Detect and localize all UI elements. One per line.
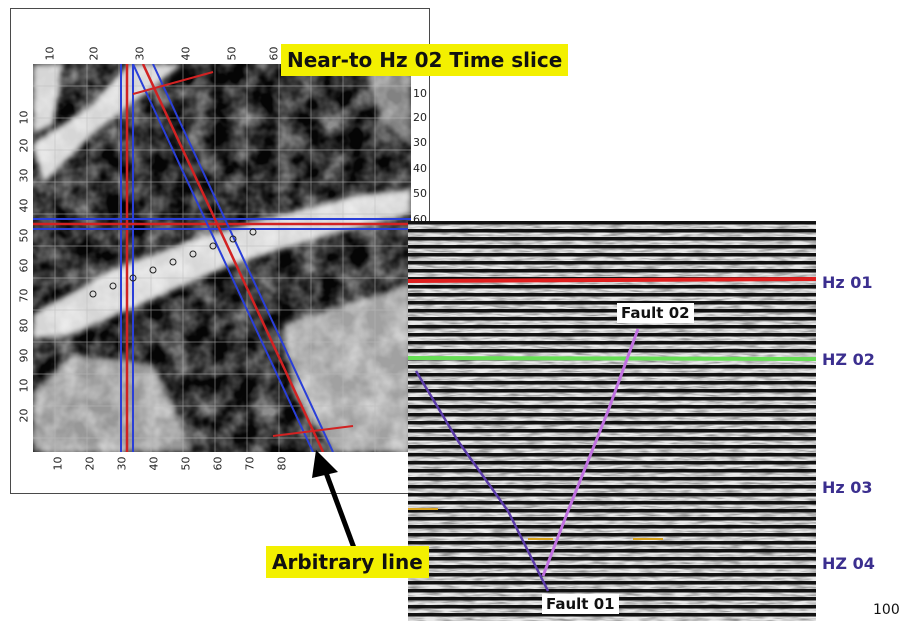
- right-tick: 20: [413, 111, 427, 124]
- fault-02-label: Fault 02: [617, 303, 694, 323]
- top-tick: 50: [225, 46, 239, 61]
- left-tick: 30: [17, 168, 31, 183]
- fault-01-line: [414, 370, 550, 592]
- top-tick: 60: [267, 46, 281, 61]
- left-tick: 50: [17, 228, 31, 243]
- left-tick: 90: [17, 348, 31, 363]
- bottom-tick: 80: [275, 456, 289, 471]
- top-tick: 10: [43, 46, 57, 61]
- bottom-tick: 30: [115, 456, 129, 471]
- fault-02-line: [541, 328, 640, 577]
- left-tick: 40: [17, 198, 31, 213]
- right-tick: 30: [413, 136, 427, 149]
- seismic-svg: [408, 221, 816, 621]
- time-slice-map: 10 20 30 40 50 60: [10, 8, 430, 494]
- left-tick: 60: [17, 258, 31, 273]
- left-tick: 20: [17, 408, 31, 423]
- trace-markers: [89, 228, 257, 298]
- bottom-tick: 20: [83, 456, 97, 471]
- hz04-label: HZ 04: [822, 554, 875, 573]
- left-tick: 80: [17, 318, 31, 333]
- section-bottom-value: 100: [873, 602, 900, 618]
- horizon-hz02-line: [408, 356, 816, 361]
- time-slice-title: Near-to Hz 02 Time slice: [281, 44, 569, 76]
- arbitrary-line-label: Arbitrary line: [266, 546, 429, 578]
- yellow-markers: [408, 508, 663, 540]
- right-tick: 50: [413, 187, 427, 200]
- bottom-tick: 40: [147, 456, 161, 471]
- hz03-label: Hz 03: [822, 478, 873, 497]
- grid-lines: [33, 64, 411, 452]
- fault-01-label: Fault 01: [542, 594, 619, 614]
- time-slice-svg: [33, 64, 411, 452]
- time-slice-image: [33, 64, 411, 452]
- left-tick: 70: [17, 288, 31, 303]
- right-tick: 10: [413, 87, 427, 100]
- horizon-hz01-line: [408, 277, 816, 283]
- left-tick: 10: [17, 110, 31, 125]
- hz02-label: HZ 02: [822, 350, 875, 369]
- top-tick: 20: [87, 46, 101, 61]
- bottom-tick: 70: [243, 456, 257, 471]
- bottom-tick: 60: [211, 456, 225, 471]
- bottom-tick: 10: [51, 456, 65, 471]
- right-tick: 40: [413, 162, 427, 175]
- seismic-section: [408, 221, 816, 621]
- left-tick: 10: [17, 378, 31, 393]
- top-tick: 40: [179, 46, 193, 61]
- top-tick: 30: [133, 46, 147, 61]
- survey-lines: [33, 64, 411, 452]
- left-tick: 20: [17, 138, 31, 153]
- hz01-label: Hz 01: [822, 273, 873, 292]
- bottom-tick: 50: [179, 456, 193, 471]
